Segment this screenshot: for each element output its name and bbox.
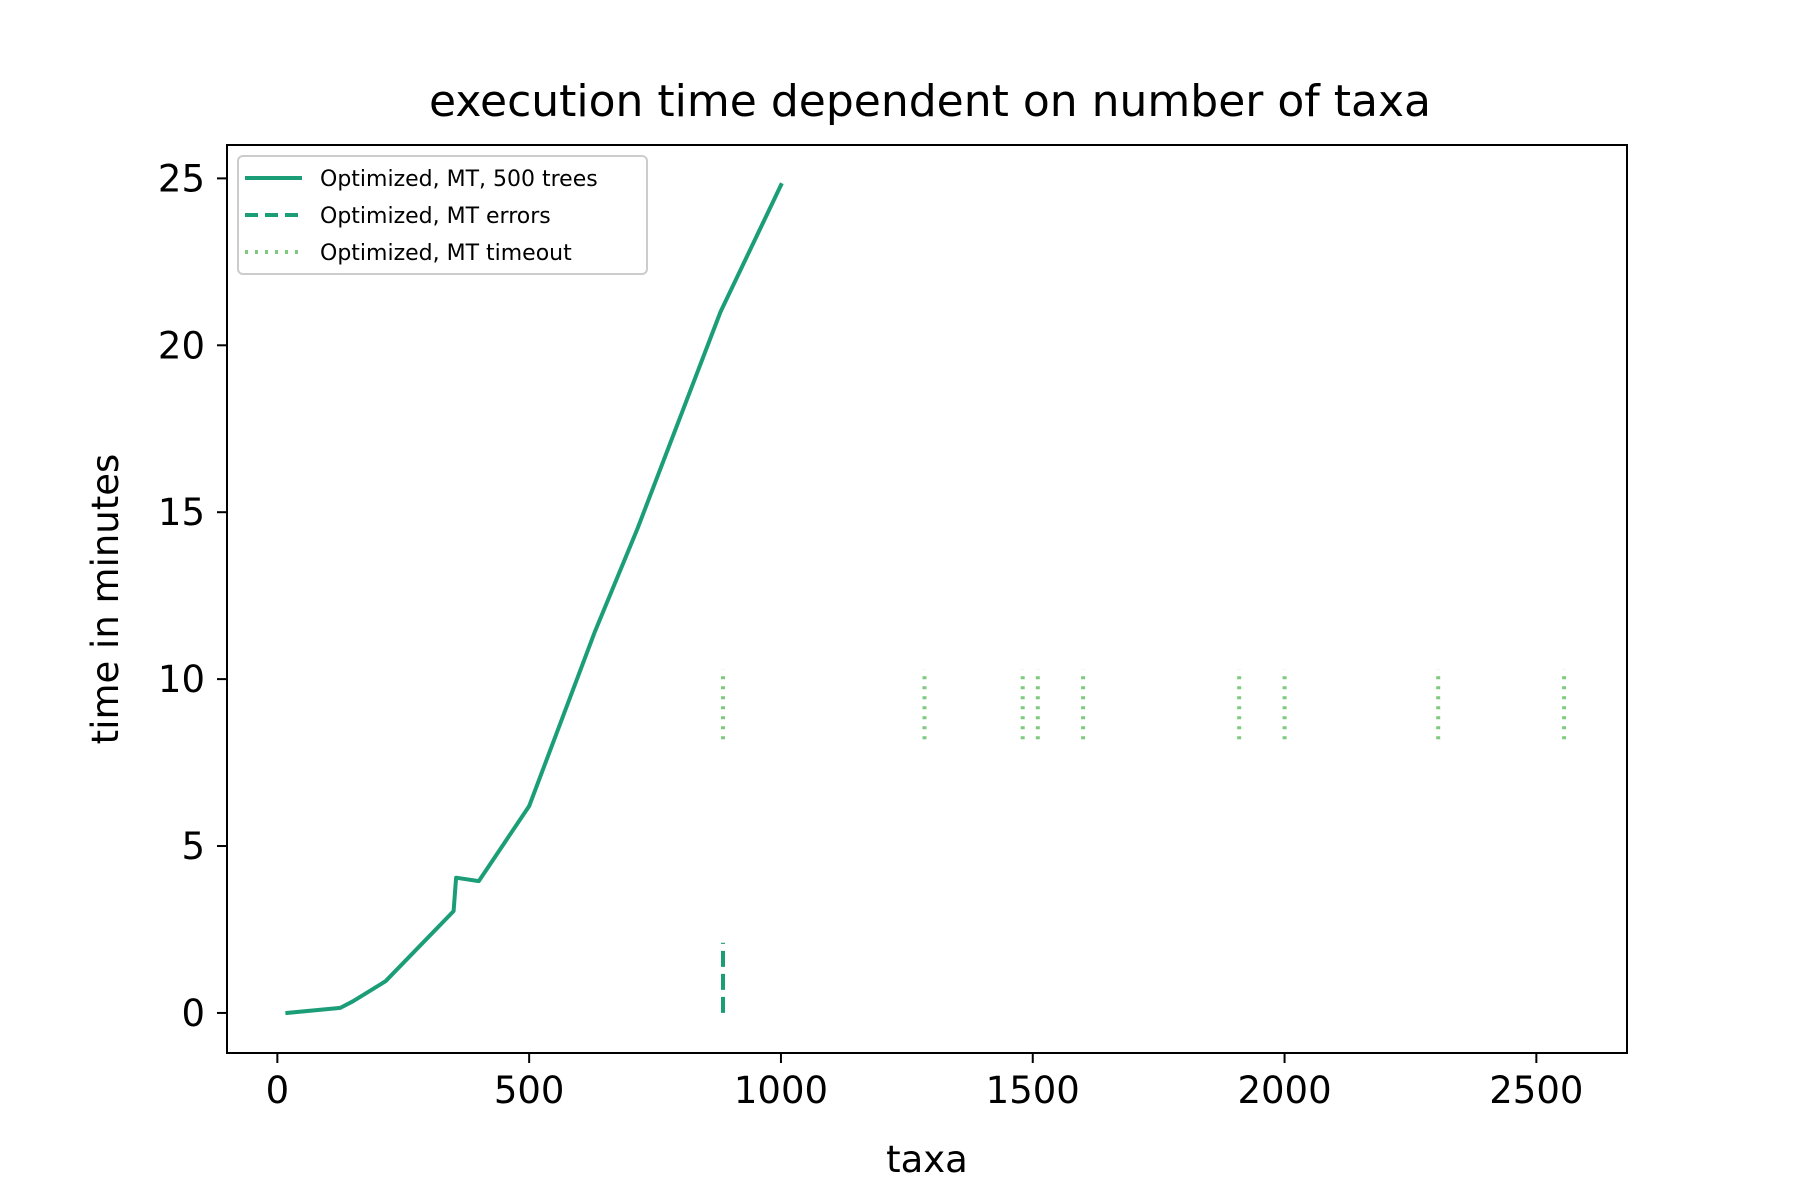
x-tick-label: 500 [494, 1069, 565, 1112]
legend-label-1: Optimized, MT, 500 trees [320, 167, 598, 192]
x-axis-ticks: 0 500 1000 1500 2000 2500 [266, 1053, 1583, 1112]
legend: Optimized, MT, 500 trees Optimized, MT er… [237, 155, 648, 275]
x-axis-label: taxa [886, 1138, 968, 1181]
y-axis-label: time in minutes [84, 454, 127, 745]
legend-box [237, 155, 648, 275]
x-tick-label: 1500 [986, 1069, 1080, 1112]
chart-title: execution time dependent on number of ta… [429, 76, 1431, 127]
legend-label-3: Optimized, MT timeout [320, 241, 572, 266]
series-line-1 [285, 182, 784, 1016]
plot-frame [226, 144, 1628, 1054]
y-tick-label: 20 [158, 324, 205, 367]
x-tick-label: 1000 [734, 1069, 828, 1112]
series-layer [285, 182, 1567, 1016]
legend-label-2: Optimized, MT errors [320, 204, 551, 229]
y-tick-label: 0 [181, 992, 205, 1035]
x-tick-label: 2500 [1489, 1069, 1583, 1112]
y-tick-label: 25 [158, 157, 205, 200]
y-tick-label: 10 [158, 658, 205, 701]
x-tick-label: 0 [266, 1069, 290, 1112]
y-tick-label: 15 [158, 491, 205, 534]
x-tick-label: 2000 [1237, 1069, 1331, 1112]
y-axis-ticks: 0 5 10 15 20 25 [158, 157, 227, 1035]
y-tick-label: 5 [181, 825, 205, 868]
